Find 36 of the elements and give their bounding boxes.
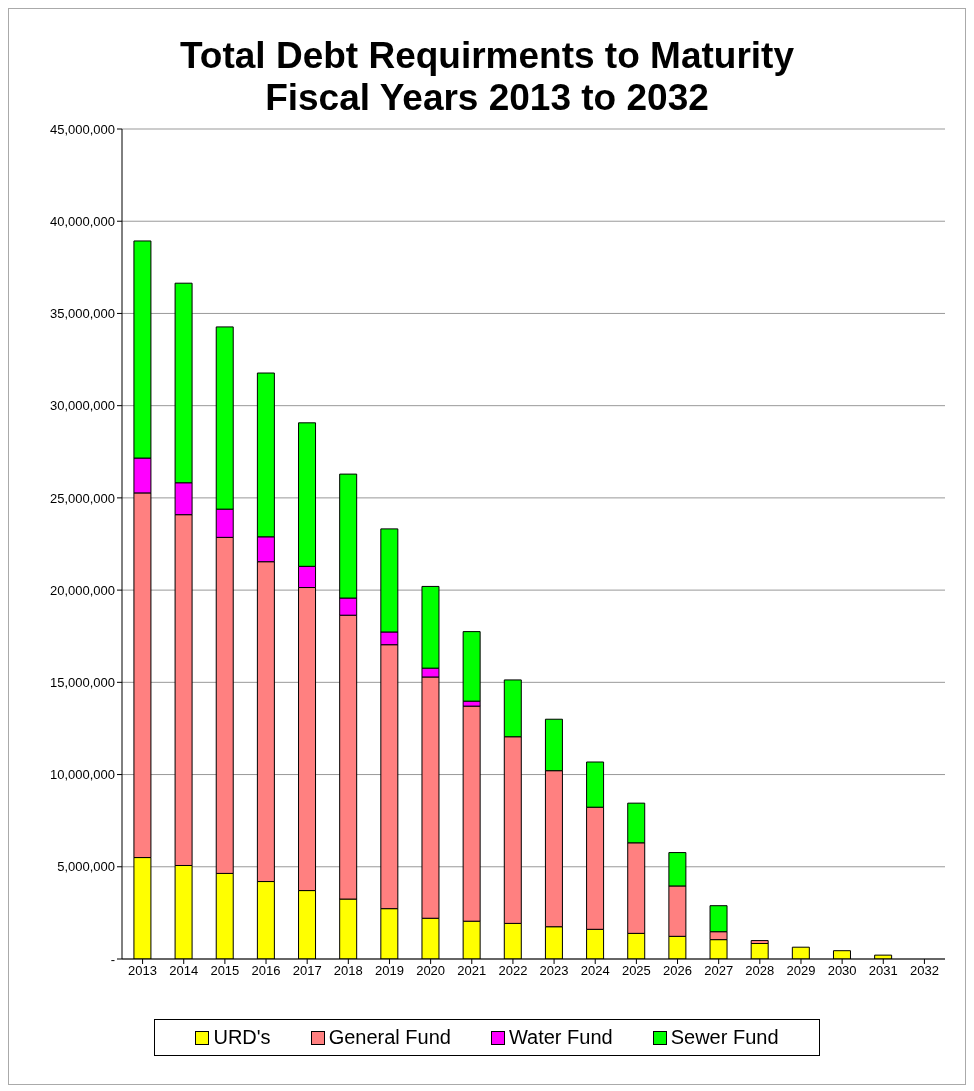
chart-title: Total Debt Requirments to Maturity xyxy=(179,35,795,77)
legend-label: Sewer Fund xyxy=(670,1026,779,1049)
y-tick-label: 45,000,000 xyxy=(49,121,115,137)
x-tick-label: 2022 xyxy=(498,963,528,979)
x-tick-label: 2020 xyxy=(416,963,446,979)
y-tick-label: 20,000,000 xyxy=(49,582,115,598)
x-tick-label: 2024 xyxy=(580,963,610,979)
x-tick-label: 2019 xyxy=(375,963,404,979)
y-tick-label: 5,000,000 xyxy=(57,859,115,875)
x-tick-label: 2028 xyxy=(745,963,775,979)
x-tick-label: 2014 xyxy=(169,963,199,979)
x-tick-label: 2023 xyxy=(539,963,569,979)
y-tick-label: - xyxy=(110,951,115,967)
y-tick-label: 30,000,000 xyxy=(49,398,115,414)
x-tick-label: 2026 xyxy=(663,963,692,979)
y-tick-label: 15,000,000 xyxy=(49,674,115,690)
x-tick-label: 2031 xyxy=(868,963,898,979)
x-tick-label: 2018 xyxy=(333,963,363,979)
x-tick-label: 2021 xyxy=(457,963,487,979)
legend-label: Water Fund xyxy=(508,1026,613,1049)
legend-label: General Fund xyxy=(328,1026,451,1049)
chart-subtitle: Fiscal Years 2013 to 2032 xyxy=(264,77,710,119)
x-tick-label: 2015 xyxy=(210,963,240,979)
x-tick-label: 2030 xyxy=(827,963,857,979)
x-tick-label: 2016 xyxy=(251,963,281,979)
x-tick-label: 2032 xyxy=(909,963,939,979)
x-tick-label: 2029 xyxy=(786,963,816,979)
x-tick-label: 2025 xyxy=(621,963,651,979)
y-tick-label: 10,000,000 xyxy=(49,767,115,783)
x-tick-label: 2013 xyxy=(128,963,158,979)
x-tick-label: 2027 xyxy=(704,963,734,979)
x-tick-label: 2017 xyxy=(292,963,322,979)
y-tick-label: 35,000,000 xyxy=(49,306,115,322)
y-tick-label: 25,000,000 xyxy=(49,490,115,506)
y-tick-label: 40,000,000 xyxy=(49,213,115,229)
legend-label: URD's xyxy=(213,1026,271,1049)
